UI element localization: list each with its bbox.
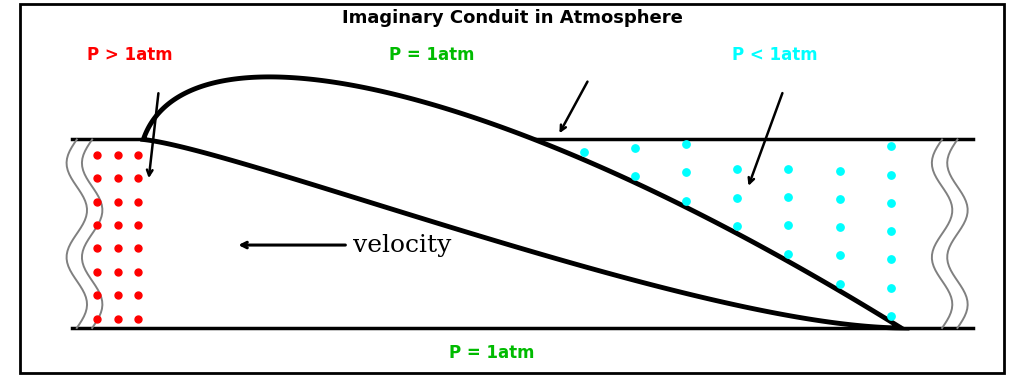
Point xyxy=(627,173,643,179)
Point xyxy=(110,199,126,205)
Text: velocity: velocity xyxy=(353,233,452,257)
Text: Imaginary Conduit in Atmosphere: Imaginary Conduit in Atmosphere xyxy=(342,9,682,28)
Point xyxy=(831,224,848,230)
Point xyxy=(780,222,797,228)
Point xyxy=(130,292,146,298)
Point xyxy=(780,166,797,172)
Text: P > 1atm: P > 1atm xyxy=(87,46,173,64)
Point xyxy=(575,149,592,155)
Point xyxy=(110,269,126,275)
Point xyxy=(110,245,126,251)
Text: P = 1atm: P = 1atm xyxy=(449,344,535,362)
Polygon shape xyxy=(143,77,901,328)
Point xyxy=(780,194,797,200)
Point xyxy=(130,316,146,322)
Point xyxy=(883,256,899,262)
Point xyxy=(89,199,105,205)
Point xyxy=(729,223,745,229)
Point xyxy=(89,269,105,275)
Point xyxy=(883,285,899,291)
Point xyxy=(130,269,146,275)
Point xyxy=(883,143,899,149)
Point xyxy=(130,152,146,158)
Point xyxy=(831,196,848,202)
Point xyxy=(780,251,797,257)
Point xyxy=(883,200,899,206)
Point xyxy=(831,280,848,287)
Point xyxy=(678,198,694,204)
Point xyxy=(110,152,126,158)
Point xyxy=(883,228,899,234)
Text: P = 1atm: P = 1atm xyxy=(389,46,474,64)
Point xyxy=(110,316,126,322)
Point xyxy=(110,175,126,181)
Point xyxy=(831,167,848,173)
Point xyxy=(883,313,899,319)
Point xyxy=(89,222,105,228)
Point xyxy=(130,175,146,181)
Point xyxy=(678,141,694,147)
Point xyxy=(883,172,899,178)
Point xyxy=(130,245,146,251)
Point xyxy=(130,199,146,205)
Point xyxy=(130,222,146,228)
Point xyxy=(110,222,126,228)
Point xyxy=(627,145,643,151)
Point xyxy=(89,245,105,251)
Point xyxy=(110,292,126,298)
Point xyxy=(89,316,105,322)
Point xyxy=(678,169,694,175)
Text: P < 1atm: P < 1atm xyxy=(732,46,818,64)
Point xyxy=(89,175,105,181)
Point xyxy=(89,292,105,298)
Point xyxy=(729,166,745,172)
Point xyxy=(89,152,105,158)
Point xyxy=(729,195,745,201)
Point xyxy=(831,252,848,258)
